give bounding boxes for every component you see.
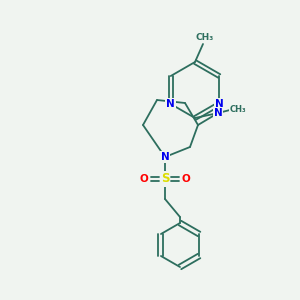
Text: N: N xyxy=(160,152,169,162)
Text: N: N xyxy=(215,99,224,109)
Text: N: N xyxy=(167,99,175,109)
Text: CH₃: CH₃ xyxy=(196,32,214,41)
Text: O: O xyxy=(140,174,148,184)
Text: S: S xyxy=(161,172,169,185)
Text: O: O xyxy=(182,174,190,184)
Text: CH₃: CH₃ xyxy=(230,104,246,113)
Text: N: N xyxy=(214,108,222,118)
